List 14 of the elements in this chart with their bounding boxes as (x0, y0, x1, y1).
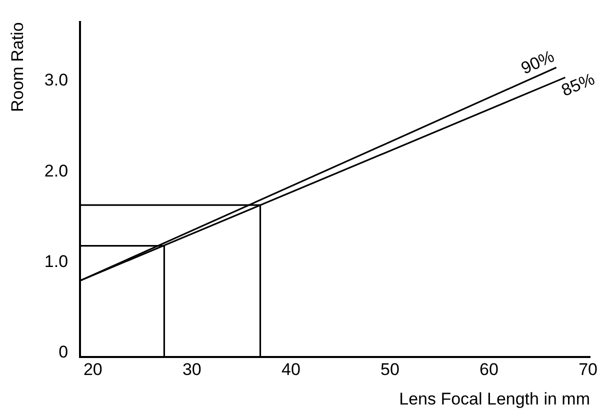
x-tick-label: 40 (281, 360, 300, 380)
y-tick-label: 2.0 (44, 161, 68, 180)
text: 90% (518, 46, 558, 78)
x-axis-title: Lens Focal Length in mm (399, 389, 590, 408)
y-tick-label: 0 (58, 342, 68, 362)
x-tick-label: 70 (578, 360, 598, 380)
text: 85% (558, 69, 598, 100)
x-tick-label: 30 (182, 360, 202, 380)
y-axis-title: Room Ratio (8, 22, 27, 112)
x-tick-label: 20 (83, 360, 102, 380)
x-tick-label: 50 (380, 360, 400, 380)
y-tick-label: 3.0 (44, 70, 68, 90)
x-tick-label: 60 (480, 360, 498, 380)
y-tick-label: 1.0 (44, 252, 68, 271)
